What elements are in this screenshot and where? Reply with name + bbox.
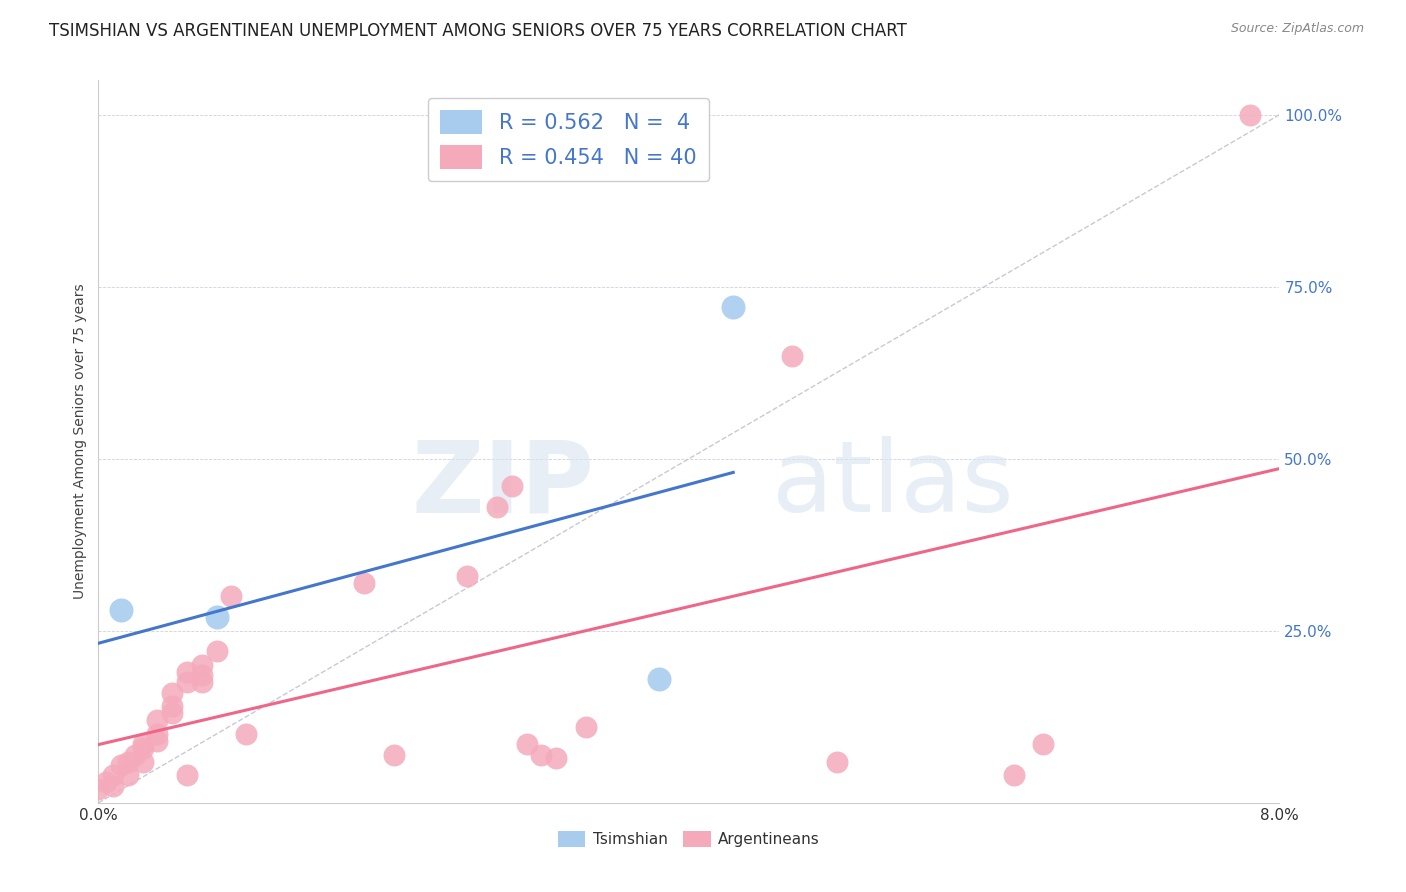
Text: ZIP: ZIP	[412, 436, 595, 533]
Point	[1032, 737, 1054, 751]
Point	[117, 768, 139, 782]
Point	[146, 713, 169, 727]
Point	[176, 768, 198, 782]
Point	[146, 727, 169, 741]
Point	[110, 758, 132, 772]
Point	[124, 747, 146, 762]
Point	[162, 699, 183, 714]
Point	[117, 755, 139, 769]
Point	[103, 779, 125, 793]
Point	[501, 479, 523, 493]
Point	[176, 665, 198, 679]
Point	[205, 610, 228, 624]
Point	[723, 301, 745, 315]
Point	[235, 727, 257, 741]
Point	[94, 775, 117, 789]
Point	[132, 740, 155, 755]
Point	[530, 747, 553, 762]
Text: TSIMSHIAN VS ARGENTINEAN UNEMPLOYMENT AMONG SENIORS OVER 75 YEARS CORRELATION CH: TSIMSHIAN VS ARGENTINEAN UNEMPLOYMENT AM…	[49, 22, 907, 40]
Text: atlas: atlas	[772, 436, 1014, 533]
Point	[486, 500, 509, 514]
Point	[1239, 108, 1261, 122]
Point	[146, 734, 169, 748]
Point	[110, 603, 132, 617]
Point	[162, 706, 183, 721]
Point	[457, 568, 479, 582]
Point	[1002, 768, 1025, 782]
Point	[825, 755, 848, 769]
Legend: Tsimshian, Argentineans: Tsimshian, Argentineans	[551, 825, 827, 853]
Point	[205, 644, 228, 658]
Point	[87, 782, 110, 797]
Point	[176, 675, 198, 690]
Point	[382, 747, 405, 762]
Y-axis label: Unemployment Among Seniors over 75 years: Unemployment Among Seniors over 75 years	[73, 284, 87, 599]
Point	[162, 686, 183, 700]
Point	[648, 672, 671, 686]
Point	[132, 755, 155, 769]
Point	[191, 658, 214, 673]
Text: Source: ZipAtlas.com: Source: ZipAtlas.com	[1230, 22, 1364, 36]
Point	[191, 675, 214, 690]
Point	[575, 720, 598, 734]
Point	[103, 768, 125, 782]
Point	[221, 590, 243, 604]
Point	[782, 349, 804, 363]
Point	[546, 751, 568, 765]
Point	[516, 737, 538, 751]
Point	[191, 668, 214, 682]
Point	[132, 737, 155, 751]
Point	[353, 575, 375, 590]
